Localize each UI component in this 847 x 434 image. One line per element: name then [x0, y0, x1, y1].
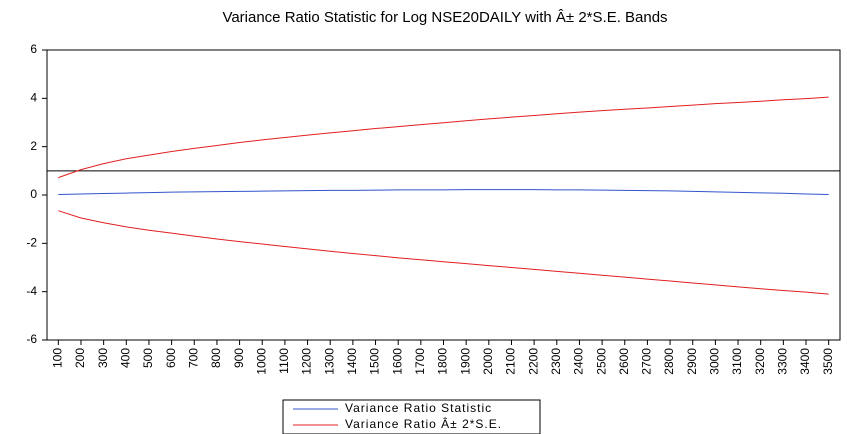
x-tick-label: 500	[141, 348, 155, 368]
y-tick-label: 4	[30, 91, 37, 105]
x-tick-label: 1900	[458, 348, 472, 375]
x-tick-label: 2900	[685, 348, 699, 375]
x-tick-label: 2400	[572, 348, 586, 375]
x-tick-label: 1000	[254, 348, 268, 375]
x-tick-label: 1100	[277, 348, 291, 374]
y-tick-label: -6	[26, 332, 37, 346]
x-tick-label: 2700	[640, 348, 654, 375]
x-tick-label: 3100	[730, 348, 744, 375]
x-tick-label: 800	[209, 348, 223, 368]
y-tick-label: 2	[30, 139, 37, 153]
chart-title: Variance Ratio Statistic for Log NSE20DA…	[222, 9, 667, 26]
x-tick-label: 1700	[413, 348, 427, 375]
x-tick-label: 3000	[708, 348, 722, 375]
x-tick-label: 3300	[776, 348, 790, 375]
x-tick-label: 600	[164, 348, 178, 368]
x-tick-label: 1400	[345, 348, 359, 375]
x-tick-label: 100	[51, 348, 65, 368]
x-tick-label: 2500	[594, 348, 608, 375]
legend-label: Variance Ratio Â± 2*S.E.	[345, 416, 502, 431]
x-tick-label: 3200	[753, 348, 767, 375]
x-tick-label: 1200	[300, 348, 314, 375]
x-tick-label: 1800	[436, 348, 450, 375]
series-line	[58, 189, 829, 196]
x-tick-label: 3400	[798, 348, 812, 375]
y-tick-label: -4	[26, 284, 37, 298]
x-tick-label: 3500	[821, 348, 835, 375]
x-tick-label: 1500	[368, 348, 382, 375]
plot-frame	[46, 49, 841, 341]
x-tick-label: 200	[73, 348, 87, 368]
legend-box	[282, 399, 541, 434]
x-tick-label: 2000	[481, 348, 495, 375]
x-tick-label: 2600	[617, 348, 631, 375]
x-tick-label: 2800	[662, 348, 676, 375]
y-tick-label: 6	[30, 42, 37, 56]
y-tick-label: 0	[30, 187, 37, 201]
x-tick-label: 2100	[504, 348, 518, 375]
x-tick-label: 1300	[322, 348, 336, 375]
x-tick-label: 400	[118, 348, 132, 368]
series-line	[58, 96, 829, 179]
x-tick-label: 700	[186, 348, 200, 368]
series-line	[58, 210, 829, 295]
legend-label: Variance Ratio Statistic	[345, 401, 492, 415]
x-tick-label: 2300	[549, 348, 563, 375]
x-tick-label: 2200	[526, 348, 540, 375]
x-tick-label: 1600	[390, 348, 404, 375]
y-tick-label: -2	[26, 236, 37, 250]
x-tick-label: 300	[96, 348, 110, 368]
x-tick-label: 900	[232, 348, 246, 368]
